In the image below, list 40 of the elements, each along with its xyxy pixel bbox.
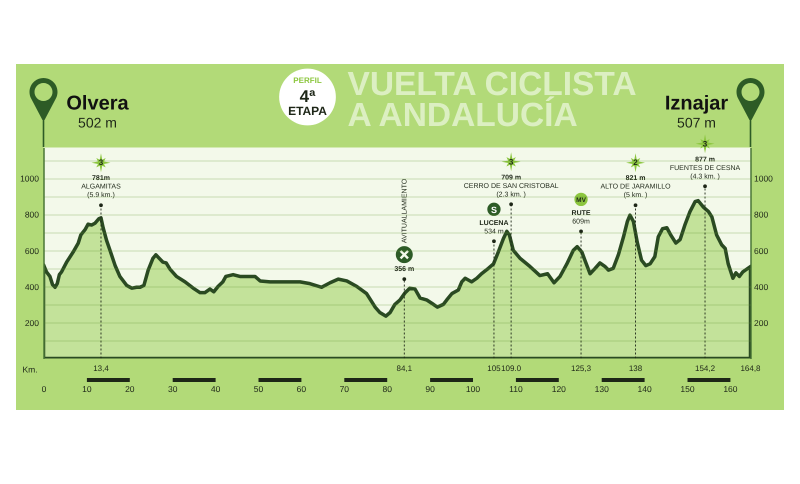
ref-line-label: 109.0 xyxy=(501,364,522,373)
y2-tick-label: 200 xyxy=(754,318,768,328)
x-axis-title: Km. xyxy=(22,364,38,374)
text: Olvera 502 m xyxy=(66,92,130,130)
ref-line-label: 105 xyxy=(487,364,502,373)
ref-line-label: 154,2 xyxy=(695,364,716,373)
ref-line-label: 125,3 xyxy=(571,364,592,373)
y-tick-label: 200 xyxy=(24,318,40,328)
x-tick-label: 0 xyxy=(42,384,47,394)
ref-line-label: 13,4 xyxy=(93,364,110,373)
chart-subtitle: VUELTA CICLISTA A ANDALUCÍA xyxy=(348,66,637,134)
y2-tick-label: 600 xyxy=(754,246,768,256)
y-tick-label: 600 xyxy=(24,246,40,256)
x-tick-label: 10 xyxy=(82,384,92,394)
y-tick-label: 1000 xyxy=(20,174,40,184)
y-tick-label: 800 xyxy=(24,210,40,220)
ref-line-label: 138 xyxy=(628,364,643,373)
x-tick-label: 160 xyxy=(723,384,738,394)
x-tick-label: 70 xyxy=(340,384,350,394)
x-tick-label: 150 xyxy=(680,384,695,394)
x-tick-label: 110 xyxy=(509,384,523,394)
y2-tick-label: 1000 xyxy=(754,174,774,184)
x-tick-label: 100 xyxy=(466,384,480,394)
x-tick-label: 50 xyxy=(254,384,264,394)
y2-tick-label: 800 xyxy=(754,210,768,220)
y2-tick-label: 400 xyxy=(754,282,768,292)
x-tick-label: 40 xyxy=(210,384,221,394)
x-tick-label: 140 xyxy=(638,384,652,394)
y-tick-label: 400 xyxy=(24,282,40,292)
x-tick-label: 60 xyxy=(296,384,306,394)
x-tick-label: 120 xyxy=(552,384,566,394)
x-tick-label: 20 xyxy=(125,384,135,394)
text: Iznajar 507 m xyxy=(664,92,728,130)
ref-line-label: 84,1 xyxy=(396,364,413,373)
text: 164,8 xyxy=(740,364,762,373)
x-tick-label: 130 xyxy=(594,384,610,394)
chart-title: PERFIL 4ª ETAPA xyxy=(288,76,328,118)
x-tick-label: 80 xyxy=(382,384,392,394)
x-tick-label: 30 xyxy=(168,384,178,394)
x-tick-label: 90 xyxy=(425,384,436,394)
